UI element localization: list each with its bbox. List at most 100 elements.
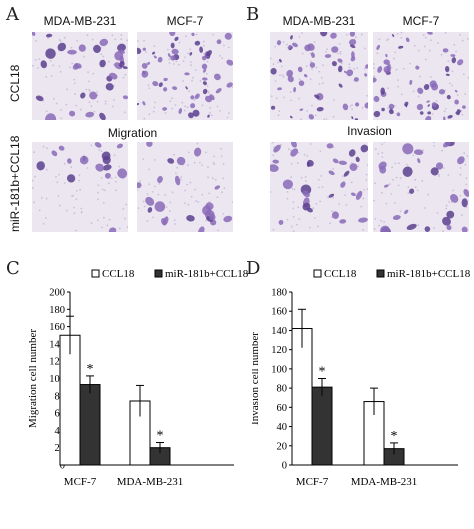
stained-cell [365, 64, 368, 69]
membrane-pore [154, 159, 156, 161]
membrane-pore [366, 94, 368, 97]
membrane-pore [391, 178, 394, 181]
membrane-pore [320, 175, 322, 177]
panel-letter-c: C [6, 258, 20, 279]
stained-cell [438, 89, 446, 95]
membrane-pore [399, 177, 402, 180]
membrane-pore [175, 172, 177, 174]
stained-cell [194, 93, 200, 100]
membrane-pore [63, 36, 66, 39]
membrane-pore [211, 177, 214, 180]
membrane-pore [201, 164, 203, 167]
membrane-pore [310, 60, 312, 63]
membrane-pore [407, 192, 410, 195]
stained-cell [297, 66, 303, 73]
membrane-pore [50, 75, 53, 77]
stained-cell [462, 105, 466, 109]
membrane-pore [397, 184, 400, 187]
membrane-pore [465, 206, 468, 209]
membrane-pore [59, 40, 62, 43]
membrane-pore [424, 207, 426, 209]
membrane-pore [339, 52, 342, 55]
membrane-pore [216, 196, 219, 199]
stained-cell [207, 114, 210, 118]
membrane-pore [75, 104, 78, 107]
stained-cell [146, 142, 153, 147]
membrane-pore [272, 228, 275, 231]
stained-cell [208, 213, 216, 221]
stained-cell [278, 58, 282, 63]
membrane-pore [319, 150, 322, 153]
membrane-pore [164, 194, 167, 196]
stained-cell [142, 101, 146, 106]
membrane-pore [83, 55, 86, 58]
membrane-pore [407, 186, 410, 189]
stained-cell [314, 94, 320, 99]
membrane-pore [354, 36, 357, 38]
membrane-pore [373, 228, 376, 231]
membrane-pore [176, 166, 179, 169]
stained-cell [442, 48, 449, 53]
membrane-pore [143, 205, 146, 208]
membrane-pore [272, 154, 275, 157]
membrane-pore [290, 99, 292, 102]
membrane-pore [383, 221, 385, 223]
membrane-pore [357, 165, 360, 168]
membrane-pore [461, 39, 464, 42]
stained-cell [117, 43, 126, 52]
membrane-pore [37, 67, 39, 69]
y-tick-label: 180 [49, 305, 65, 316]
stained-cell [40, 60, 48, 69]
membrane-pore [153, 45, 156, 47]
stained-cell [158, 82, 163, 88]
stained-cell [380, 225, 390, 232]
membrane-pore [183, 109, 186, 112]
stained-cell [117, 168, 128, 179]
stained-cell [417, 158, 421, 164]
membrane-pore [98, 149, 101, 151]
membrane-pore [297, 152, 300, 154]
stained-cell [114, 51, 124, 61]
stained-cell [355, 190, 363, 200]
membrane-pore [272, 63, 275, 65]
membrane-pore [213, 155, 215, 158]
membrane-pore [102, 55, 105, 58]
membrane-pore [47, 37, 49, 40]
membrane-pore [152, 216, 154, 219]
stained-cell [409, 79, 413, 85]
stained-cell [169, 32, 176, 37]
membrane-pore [113, 154, 116, 157]
stained-cell [302, 202, 311, 211]
membrane-pore [90, 144, 93, 147]
membrane-pore [231, 201, 233, 203]
membrane-pore [192, 76, 194, 79]
row-label-mir181b-ccl18: miR-181b+CCL18 [8, 135, 22, 232]
membrane-pore [190, 64, 192, 67]
membrane-pore [277, 114, 280, 117]
membrane-pore [296, 162, 299, 165]
membrane-pore [465, 183, 468, 186]
stained-cell [388, 109, 394, 115]
stained-cell [342, 103, 349, 111]
stained-cell [358, 217, 368, 223]
stained-cell [74, 62, 82, 69]
membrane-pore [184, 202, 186, 205]
stained-cell [427, 104, 430, 107]
membrane-pore [60, 109, 62, 111]
membrane-pore [199, 80, 202, 82]
membrane-pore [212, 161, 215, 164]
membrane-pore [398, 162, 400, 164]
stained-cell [93, 44, 101, 53]
membrane-pore [175, 60, 178, 63]
membrane-pore [70, 46, 73, 49]
micrograph-migration-mcf-7-mir181b [137, 142, 233, 232]
membrane-pore [190, 195, 193, 198]
membrane-pore [296, 223, 298, 226]
membrane-pore [318, 186, 320, 189]
membrane-pore [206, 60, 209, 63]
stained-cell [454, 89, 458, 93]
membrane-pore [387, 107, 389, 110]
micrograph-migration-mda-mb-231-mir181b [32, 142, 128, 232]
stained-cell [396, 112, 401, 117]
panel-letter-a: A [6, 4, 19, 25]
